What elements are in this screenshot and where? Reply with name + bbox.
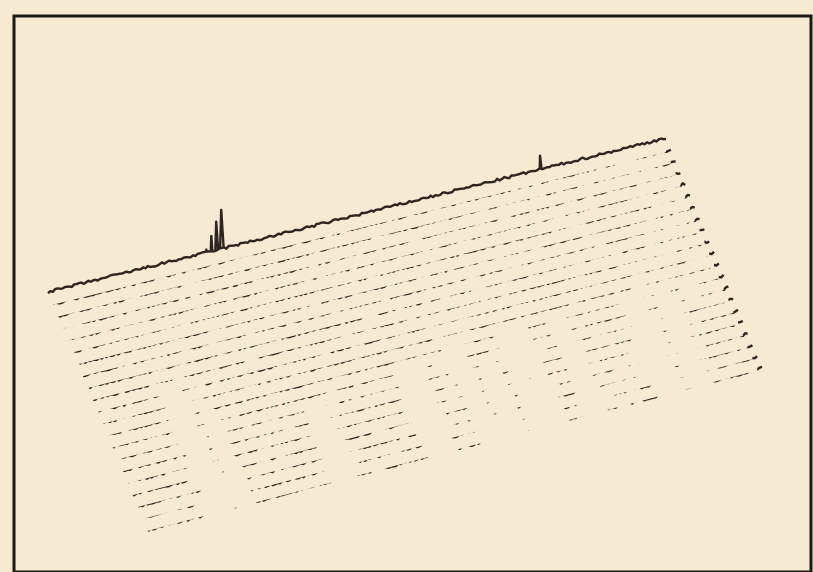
trace-mask (93, 241, 710, 414)
trace-mask (113, 261, 729, 461)
plot-frame-border (12, 14, 813, 572)
trace-mask (88, 229, 705, 402)
trace-mask (78, 207, 695, 378)
trace-mask (128, 217, 743, 497)
trace-group (47, 137, 763, 544)
trace-mask (53, 149, 671, 318)
trace-mask (63, 173, 681, 342)
trace-mask (83, 218, 700, 390)
trace-mask (103, 263, 719, 437)
trace-line (47, 137, 667, 295)
trace-mask (98, 251, 714, 425)
trace-mask (68, 183, 686, 354)
trace-mask (73, 195, 690, 366)
trace-mask (58, 161, 676, 330)
trace-mask (48, 138, 666, 306)
